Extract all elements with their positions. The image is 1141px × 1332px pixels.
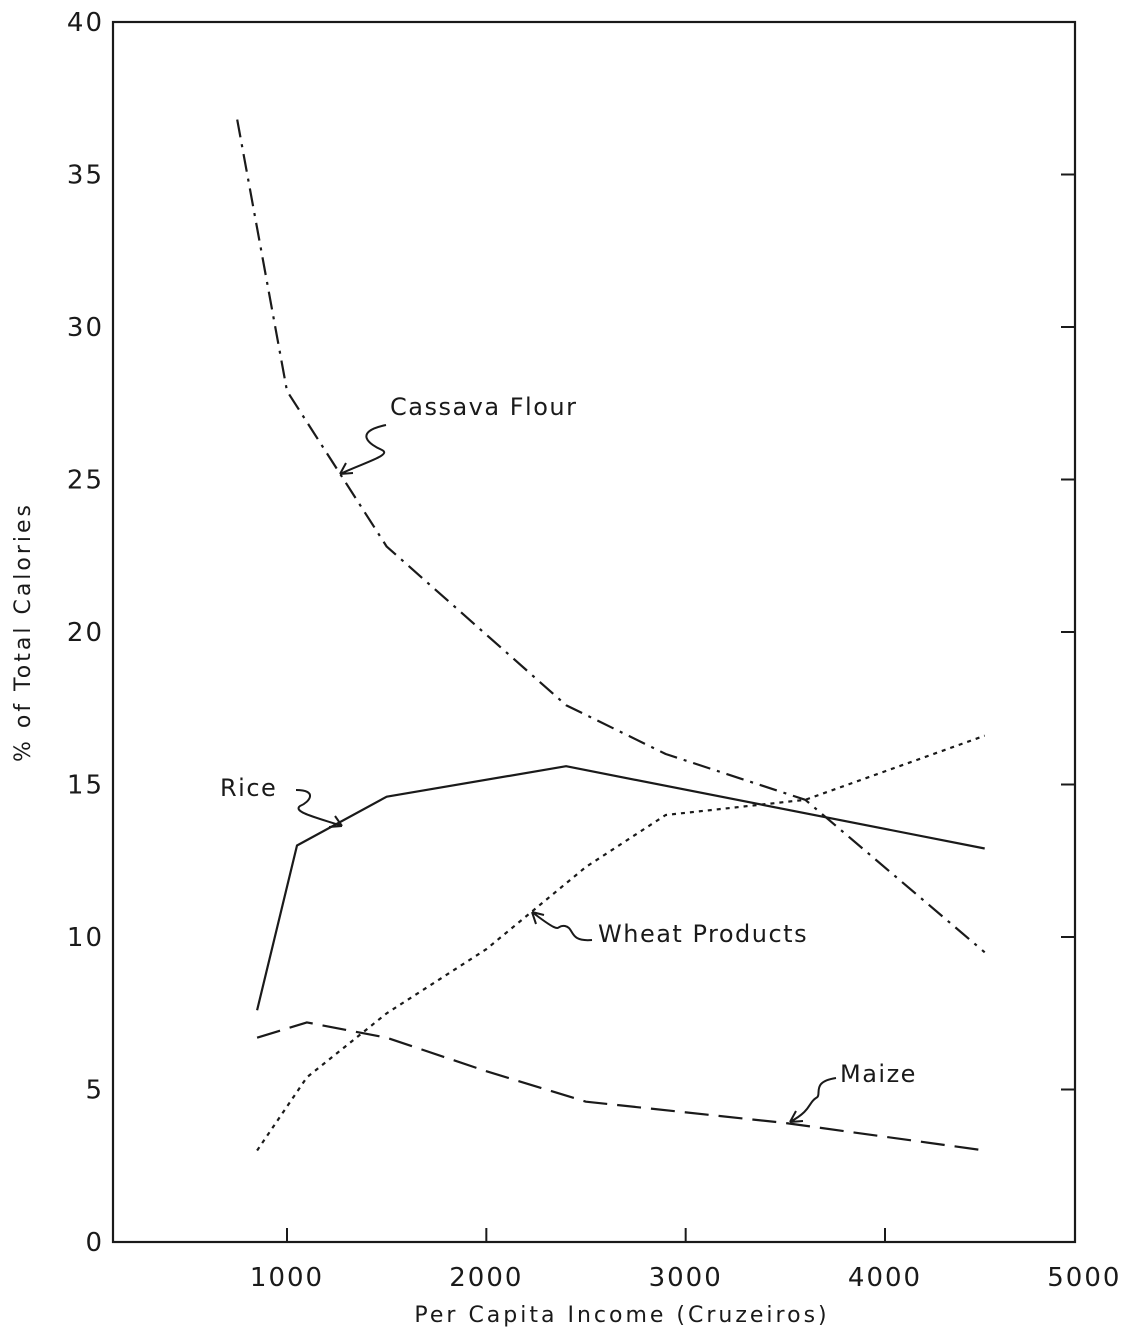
- y-tick-label-20: 20: [67, 618, 104, 648]
- annotation-maize: Maize: [840, 1060, 917, 1088]
- series-line-maize: [256, 1021, 985, 1152]
- series-line-wheat-products: [256, 734, 986, 1152]
- series-group: [236, 119, 986, 1152]
- y-axis-title: % of Total Calories: [11, 502, 36, 762]
- pointer-wheat-products: [531, 911, 593, 942]
- y-tick-label-0: 0: [85, 1228, 104, 1258]
- y-tick-label-40: 40: [67, 8, 104, 38]
- pointer-maize: [789, 1077, 837, 1123]
- pointer-rice: [295, 789, 343, 828]
- axis-ticks: [286, 173, 1075, 1242]
- y-tick-label-5: 5: [85, 1076, 104, 1106]
- y-tick-label-10: 10: [67, 923, 104, 953]
- annotation-cassava-flour: Cassava Flour: [390, 393, 577, 421]
- annotation-rice: Rice: [220, 774, 277, 802]
- y-tick-label-25: 25: [67, 466, 104, 496]
- x-axis-title: Per Capita Income (Cruzeiros): [414, 1303, 829, 1328]
- x-tick-label-5000: 5000: [1047, 1263, 1121, 1293]
- x-tick-label-3000: 3000: [649, 1263, 723, 1293]
- y-tick-label-35: 35: [67, 161, 104, 191]
- annotation-wheat-products: Wheat Products: [598, 920, 808, 948]
- plot-frame-left: [111, 20, 1077, 1244]
- pointer-cassava-flour: [339, 424, 387, 475]
- tick-labels: 0 5 10 15 20 25 30 35 40 1000 2000 3000 4000 5000: [67, 8, 1121, 1293]
- series-line-rice: [256, 765, 985, 1011]
- series-line-cassava-flour: [236, 119, 986, 954]
- y-tick-label-15: 15: [67, 771, 104, 801]
- x-tick-label-2000: 2000: [449, 1263, 523, 1293]
- y-tick-label-30: 30: [67, 313, 104, 343]
- x-tick-label-4000: 4000: [848, 1263, 922, 1293]
- x-tick-label-1000: 1000: [250, 1263, 324, 1293]
